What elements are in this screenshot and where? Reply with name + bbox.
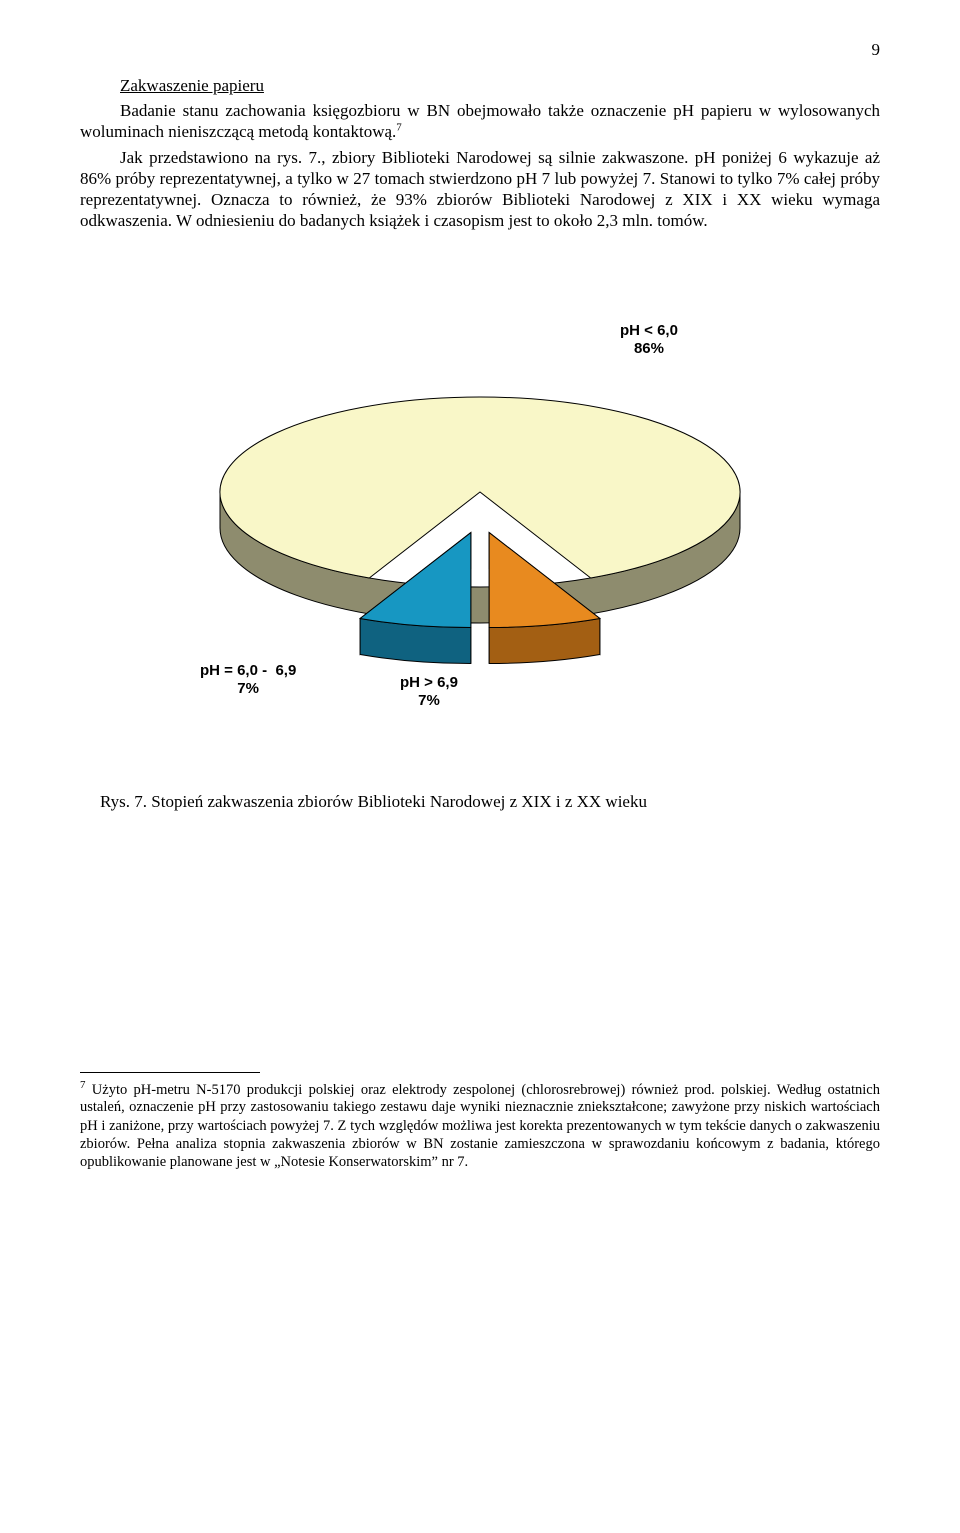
chart-label-ph-lt-6: pH < 6,0 86% [620,322,678,360]
section-heading: Zakwaszenie papieru [80,76,880,96]
footnote-7: 7 Użyto pH-metru N-5170 produkcji polski… [80,1079,880,1171]
paragraph-2: Jak przedstawiono na rys. 7., zbiory Bib… [80,147,880,232]
chart-label-ph-6-to-6-9: pH = 6,0 - 6,9 7% [200,662,296,700]
pie-chart-svg [120,292,840,722]
pie-chart-3d: pH < 6,0 86% pH = 6,0 - 6,9 7% pH > 6,9 … [120,292,840,772]
footnote-rule [80,1072,260,1073]
paragraph-1: Badanie stanu zachowania księgozbioru w … [80,100,880,143]
figure-caption: Rys. 7. Stopień zakwaszenia zbiorów Bibl… [100,792,880,812]
page-number: 9 [80,40,880,60]
chart-label-ph-gt-6-9: pH > 6,9 7% [400,674,458,712]
